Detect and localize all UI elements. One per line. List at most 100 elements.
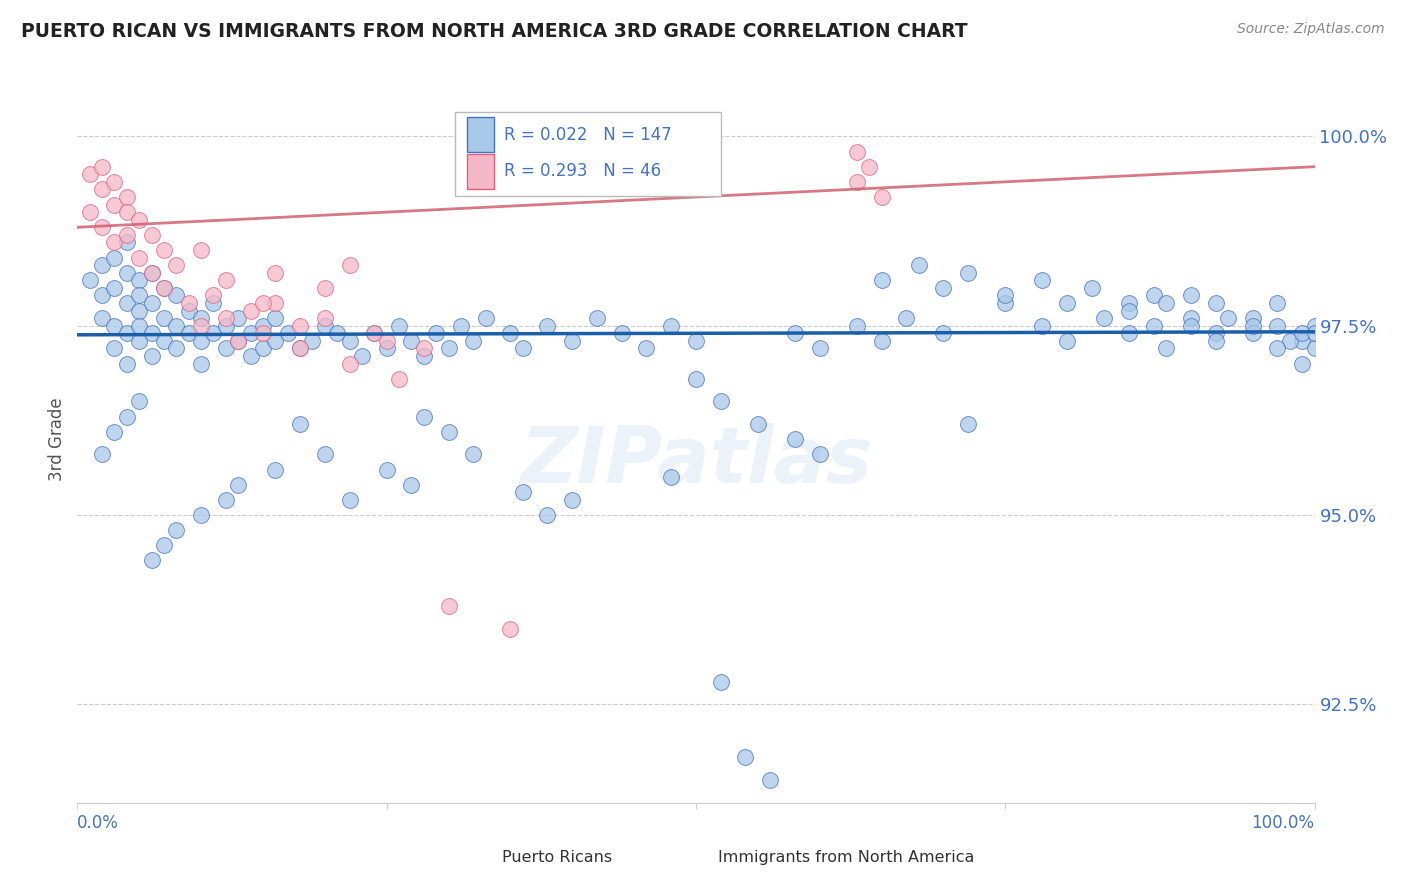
Point [425, 326, 447, 341]
Point [115, 235, 138, 250]
Point [115, 190, 138, 204]
Point [153, 538, 176, 552]
Text: Immigrants from North America: Immigrants from North America [718, 850, 974, 865]
Point [734, 750, 756, 764]
Point [1303, 318, 1326, 333]
Point [375, 462, 398, 476]
Y-axis label: 3rd Grade: 3rd Grade [48, 398, 66, 481]
Point [264, 334, 287, 348]
Point [202, 296, 225, 310]
Point [264, 266, 287, 280]
Point [350, 349, 373, 363]
Point [561, 492, 583, 507]
Point [1118, 296, 1140, 310]
Point [115, 205, 138, 219]
Point [1031, 318, 1053, 333]
Point [277, 326, 299, 341]
Point [264, 311, 287, 326]
Point [153, 243, 176, 257]
Point [1205, 326, 1227, 341]
Point [103, 318, 125, 333]
Point [536, 508, 558, 522]
FancyBboxPatch shape [454, 112, 721, 195]
Point [177, 326, 200, 341]
Point [115, 357, 138, 371]
Point [153, 334, 176, 348]
Point [252, 296, 274, 310]
Point [215, 273, 238, 287]
Point [301, 334, 323, 348]
Point [401, 334, 423, 348]
Point [1216, 311, 1239, 326]
Text: Source: ZipAtlas.com: Source: ZipAtlas.com [1237, 22, 1385, 37]
Point [103, 175, 125, 189]
Point [512, 485, 534, 500]
Point [1291, 334, 1313, 348]
Point [747, 417, 769, 432]
Point [1278, 334, 1301, 348]
Point [1143, 318, 1166, 333]
Point [375, 342, 398, 356]
Point [512, 342, 534, 356]
Point [870, 273, 893, 287]
Point [190, 508, 212, 522]
Point [314, 318, 336, 333]
Point [1303, 342, 1326, 356]
Point [636, 342, 658, 356]
Point [1205, 296, 1227, 310]
Point [252, 326, 274, 341]
Point [141, 326, 163, 341]
Point [957, 417, 980, 432]
Point [1180, 318, 1202, 333]
Point [932, 326, 955, 341]
Text: R = 0.022   N = 147: R = 0.022 N = 147 [505, 126, 672, 144]
Text: 100.0%: 100.0% [1251, 814, 1315, 832]
Point [239, 326, 262, 341]
Point [190, 318, 212, 333]
Point [1118, 303, 1140, 318]
Point [339, 357, 361, 371]
Point [141, 266, 163, 280]
Point [79, 205, 101, 219]
Point [388, 318, 411, 333]
Point [103, 342, 125, 356]
Point [1056, 334, 1078, 348]
Point [1241, 311, 1264, 326]
Point [561, 334, 583, 348]
Point [91, 288, 114, 302]
Text: 0.0%: 0.0% [77, 814, 120, 832]
FancyBboxPatch shape [454, 844, 492, 871]
Point [1031, 273, 1053, 287]
Point [957, 266, 980, 280]
Point [190, 334, 212, 348]
FancyBboxPatch shape [467, 153, 495, 188]
Point [115, 227, 138, 242]
Point [239, 349, 262, 363]
Point [264, 296, 287, 310]
Point [79, 273, 101, 287]
Point [103, 235, 125, 250]
Point [103, 425, 125, 439]
Point [128, 303, 150, 318]
Text: R = 0.293   N = 46: R = 0.293 N = 46 [505, 162, 661, 180]
Point [499, 622, 522, 636]
Point [1267, 342, 1289, 356]
Point [79, 167, 101, 181]
Text: PUERTO RICAN VS IMMIGRANTS FROM NORTH AMERICA 3RD GRADE CORRELATION CHART: PUERTO RICAN VS IMMIGRANTS FROM NORTH AM… [21, 22, 967, 41]
Point [264, 462, 287, 476]
Point [586, 311, 609, 326]
Point [141, 349, 163, 363]
Point [115, 296, 138, 310]
Point [388, 372, 411, 386]
Point [288, 342, 311, 356]
Point [202, 288, 225, 302]
Point [128, 212, 150, 227]
Point [91, 182, 114, 196]
Point [1291, 357, 1313, 371]
Point [994, 288, 1017, 302]
Point [808, 447, 831, 461]
Point [153, 281, 176, 295]
Point [994, 296, 1017, 310]
Point [710, 394, 733, 409]
Point [165, 288, 187, 302]
